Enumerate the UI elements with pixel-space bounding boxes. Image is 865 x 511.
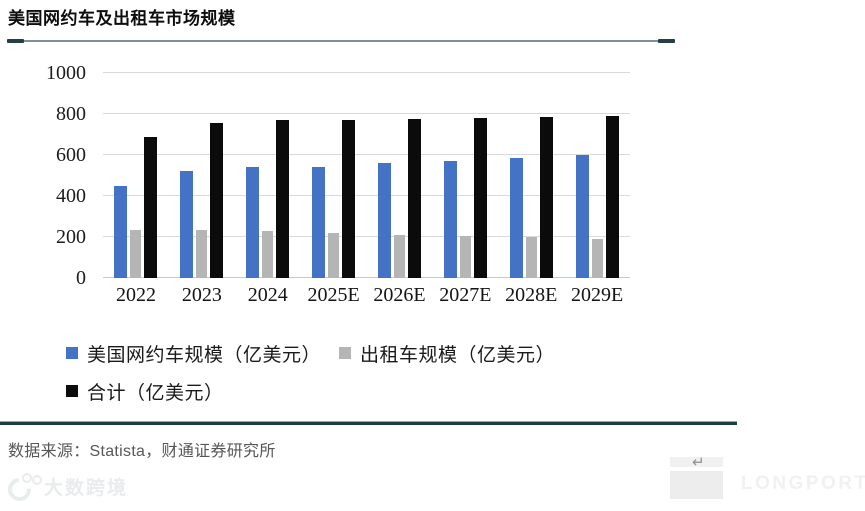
legend-swatch-icon — [339, 347, 352, 359]
bar-group-2029E — [564, 73, 630, 278]
bar-group-2023 — [169, 73, 235, 278]
chart-legend: 美国网约车规模（亿美元） 出租车规模（亿美元） 合计（亿美元） — [66, 340, 626, 416]
y-tick-label: 200 — [56, 226, 86, 248]
longport-logo-block — [670, 471, 723, 499]
legend-label: 出租车规模（亿美元） — [360, 344, 556, 366]
dashu-logo-icon — [3, 472, 42, 506]
x-tick-label-2029E: 2029E — [570, 284, 624, 306]
watermark-left-label: 大数跨境 — [44, 477, 129, 499]
y-axis-labels: 0 200 400 600 800 1000 — [18, 62, 86, 289]
gridline-200 — [103, 236, 630, 237]
data-source-text: 数据来源：Statista，财通证券研究所 — [8, 443, 276, 460]
bar-series0-2022 — [114, 186, 128, 278]
gridline-400 — [103, 195, 630, 196]
bar-series2-2027E — [473, 118, 487, 278]
watermark-bottom-left: 大数跨境 — [3, 472, 129, 506]
watermark-longport-label: LONGPORT — [741, 473, 865, 494]
x-tick-label-2027E: 2027E — [439, 284, 492, 306]
gridline-1000 — [103, 72, 630, 73]
bar-series1-2025E — [328, 233, 340, 278]
plot-area — [103, 72, 630, 278]
y-tick-label: 0 — [76, 267, 86, 289]
legend-label: 美国网约车规模（亿美元） — [87, 344, 322, 366]
bar-series1-2027E — [459, 236, 471, 278]
x-tick-label-2025E: 2025E — [307, 284, 360, 306]
bar-series2-2022 — [144, 137, 158, 278]
bar-series2-2028E — [539, 117, 553, 278]
bar-group-2025E — [301, 73, 367, 278]
bar-series0-2023 — [180, 171, 194, 278]
return-arrow-icon: ↵ — [692, 454, 705, 471]
gridline-800 — [103, 113, 630, 114]
bar-series1-2024 — [262, 231, 274, 278]
bar-group-2028E — [498, 73, 564, 278]
bar-series1-2029E — [591, 239, 603, 278]
bar-groups — [103, 73, 630, 278]
bar-series0-2028E — [509, 158, 523, 278]
bar-series2-2029E — [605, 116, 619, 278]
bar-series2-2023 — [210, 123, 224, 278]
legend-swatch-icon — [66, 347, 78, 359]
x-axis-labels: 2022 2023 2024 2025E 2026E 2027E 2028E 2029E — [103, 283, 630, 307]
bar-series0-2027E — [443, 161, 457, 278]
bar-series0-2026E — [377, 163, 391, 278]
top-divider-line — [9, 40, 673, 42]
bar-series1-2023 — [196, 230, 208, 278]
bar-series1-2026E — [393, 235, 405, 278]
x-tick-label-2023: 2023 — [181, 284, 222, 306]
y-tick-label: 800 — [56, 103, 86, 125]
bar-group-2026E — [367, 73, 433, 278]
bar-series2-2024 — [276, 120, 290, 278]
bar-series0-2029E — [575, 155, 589, 278]
top-divider-right-cap — [658, 39, 675, 43]
x-tick-label-2022: 2022 — [115, 284, 156, 306]
legend-row: 美国网约车规模（亿美元） 出租车规模（亿美元） — [66, 340, 626, 366]
y-tick-label: 600 — [56, 144, 86, 166]
bar-series1-2022 — [130, 230, 142, 278]
longport-logo-strip — [670, 457, 723, 467]
x-tick-label-2024: 2024 — [247, 284, 288, 306]
bar-group-2022 — [103, 73, 169, 278]
legend-label: 合计（亿美元） — [87, 382, 224, 404]
top-divider — [7, 39, 675, 44]
page-title: 美国网约车及出租车市场规模 — [8, 9, 236, 28]
legend-item-series2: 合计（亿美元） — [66, 378, 224, 405]
bar-series2-2026E — [407, 119, 421, 278]
y-tick-label: 1000 — [46, 62, 86, 84]
legend-row: 合计（亿美元） — [66, 378, 626, 404]
x-tick-label-2026E: 2026E — [373, 284, 426, 306]
bar-series1-2028E — [525, 237, 537, 278]
legend-swatch-icon — [66, 385, 78, 397]
bar-series0-2024 — [246, 167, 260, 278]
legend-item-series1: 出租车规模（亿美元） — [339, 340, 555, 367]
bar-series2-2025E — [342, 120, 356, 278]
bottom-divider — [0, 421, 737, 425]
gridline-600 — [103, 154, 630, 155]
bar-group-2024 — [235, 73, 301, 278]
legend-item-series0: 美国网约车规模（亿美元） — [66, 340, 321, 367]
bar-group-2027E — [432, 73, 498, 278]
x-tick-label-2028E: 2028E — [505, 284, 558, 306]
top-divider-left-cap — [7, 39, 24, 43]
y-tick-label: 400 — [56, 185, 86, 207]
gridline-0 — [103, 277, 630, 278]
bar-series0-2025E — [312, 167, 326, 278]
